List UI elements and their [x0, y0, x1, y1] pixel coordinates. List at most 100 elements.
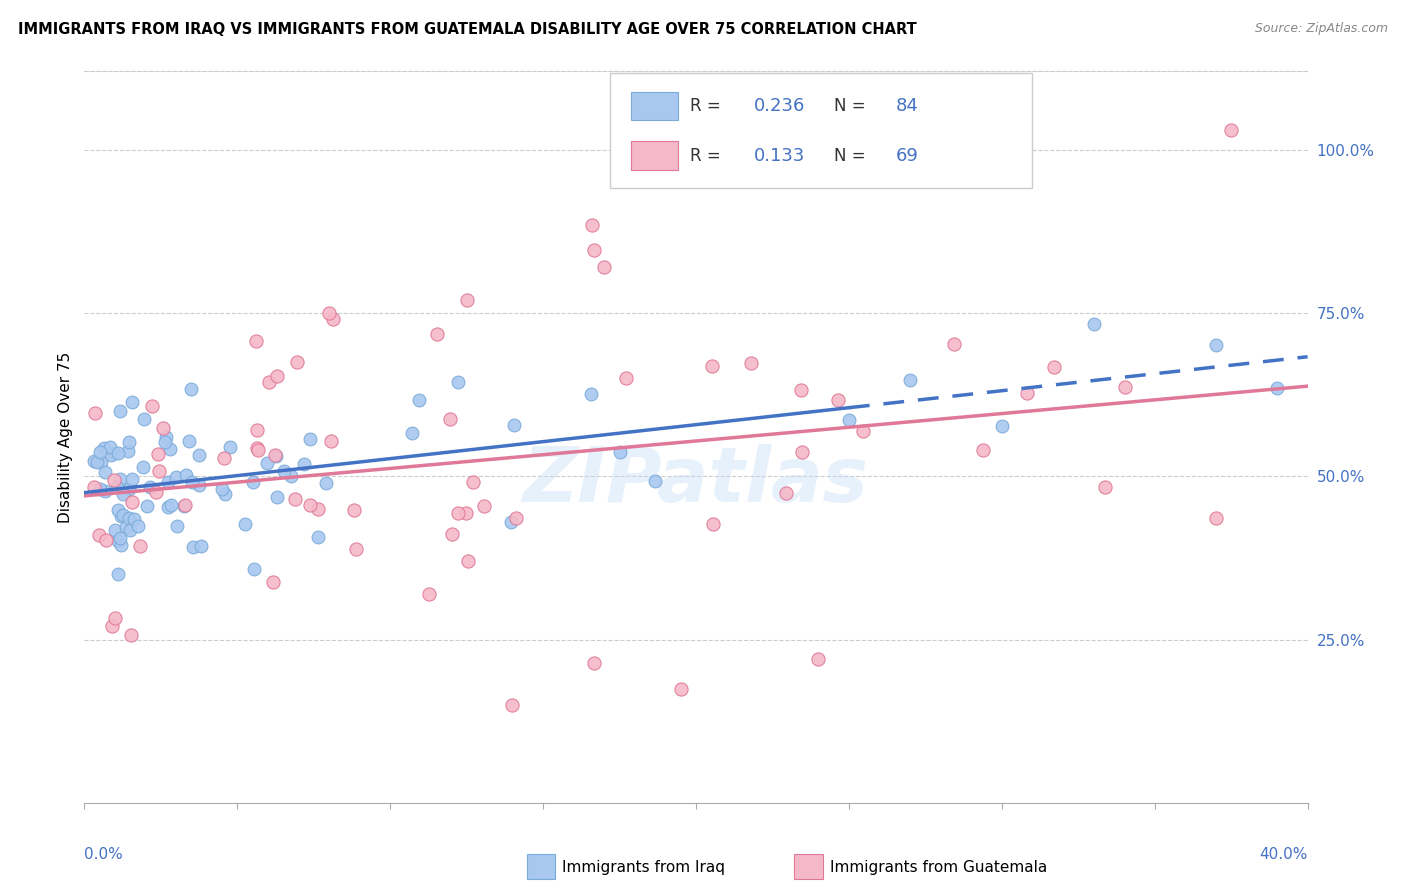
Point	[89, 527, 111, 541]
Point	[246, 423, 269, 437]
Point	[343, 503, 366, 517]
Point	[111, 487, 134, 501]
Point	[89, 445, 111, 459]
Point	[827, 392, 849, 407]
Point	[94, 533, 117, 548]
Point	[790, 384, 813, 398]
FancyBboxPatch shape	[631, 142, 678, 169]
Point	[187, 448, 209, 462]
Point	[1265, 381, 1288, 395]
Point	[447, 375, 470, 389]
FancyBboxPatch shape	[610, 73, 1032, 188]
Point	[148, 464, 170, 478]
Text: Immigrants from Guatemala: Immigrants from Guatemala	[830, 860, 1047, 874]
Point	[807, 652, 830, 666]
Point	[155, 430, 177, 444]
Point	[285, 355, 308, 369]
Point	[214, 487, 236, 501]
Point	[942, 336, 965, 351]
Point	[1205, 338, 1227, 352]
Point	[156, 475, 179, 489]
Point	[1205, 511, 1227, 525]
Point	[418, 587, 440, 601]
Point	[132, 459, 155, 474]
Point	[94, 483, 117, 498]
Point	[145, 485, 167, 500]
Point	[503, 418, 526, 433]
Point	[579, 387, 602, 401]
Point	[315, 476, 337, 491]
Point	[257, 375, 280, 389]
Point	[344, 541, 367, 556]
Point	[103, 473, 125, 487]
Point	[614, 371, 637, 385]
Point	[212, 450, 235, 465]
Point	[499, 515, 522, 529]
Point	[180, 382, 202, 396]
Point	[90, 455, 112, 469]
Point	[322, 312, 344, 326]
Text: Immigrants from Iraq: Immigrants from Iraq	[562, 860, 725, 874]
Point	[1015, 386, 1038, 401]
Point	[107, 533, 129, 548]
Point	[174, 467, 197, 482]
Point	[294, 457, 316, 471]
Point	[165, 470, 187, 484]
Point	[898, 373, 921, 387]
Point	[105, 480, 128, 494]
Point	[110, 538, 132, 552]
Point	[644, 474, 666, 488]
Point	[166, 518, 188, 533]
Point	[94, 465, 117, 479]
Point	[790, 444, 813, 458]
Point	[114, 520, 136, 534]
Point	[117, 444, 139, 458]
Point	[118, 511, 141, 525]
Text: 69: 69	[896, 146, 918, 164]
Point	[121, 472, 143, 486]
Point	[218, 440, 240, 454]
Point	[177, 434, 200, 449]
Point	[972, 443, 994, 458]
Point	[242, 562, 264, 576]
Point	[264, 450, 287, 464]
Point	[307, 530, 329, 544]
Point	[439, 412, 461, 426]
Point	[426, 327, 449, 342]
Point	[457, 554, 479, 568]
Point	[266, 368, 288, 383]
Point	[775, 486, 797, 500]
Text: R =: R =	[690, 96, 725, 115]
Point	[118, 523, 141, 537]
Point	[110, 509, 132, 524]
Point	[321, 434, 343, 449]
Point	[118, 435, 141, 450]
Point	[280, 468, 302, 483]
Y-axis label: Disability Age Over 75: Disability Age Over 75	[58, 351, 73, 523]
Point	[157, 500, 180, 515]
Point	[181, 475, 204, 489]
Point	[502, 698, 524, 712]
Point	[307, 502, 329, 516]
Point	[851, 425, 873, 439]
Text: Source: ZipAtlas.com: Source: ZipAtlas.com	[1254, 22, 1388, 36]
Text: IMMIGRANTS FROM IRAQ VS IMMIGRANTS FROM GUATEMALA DISABILITY AGE OVER 75 CORRELA: IMMIGRANTS FROM IRAQ VS IMMIGRANTS FROM …	[18, 22, 917, 37]
Point	[101, 619, 124, 633]
Point	[702, 516, 724, 531]
Point	[86, 455, 108, 469]
Point	[108, 531, 131, 545]
Point	[173, 500, 195, 514]
Point	[155, 434, 177, 449]
Point	[110, 404, 132, 418]
Point	[1042, 359, 1064, 374]
Point	[129, 539, 152, 553]
Point	[160, 499, 183, 513]
Point	[401, 425, 423, 440]
Point	[188, 477, 211, 491]
Point	[1114, 379, 1136, 393]
Point	[740, 356, 762, 370]
Point	[273, 464, 295, 478]
Point	[139, 480, 162, 494]
Point	[132, 412, 155, 426]
Point	[136, 499, 159, 513]
